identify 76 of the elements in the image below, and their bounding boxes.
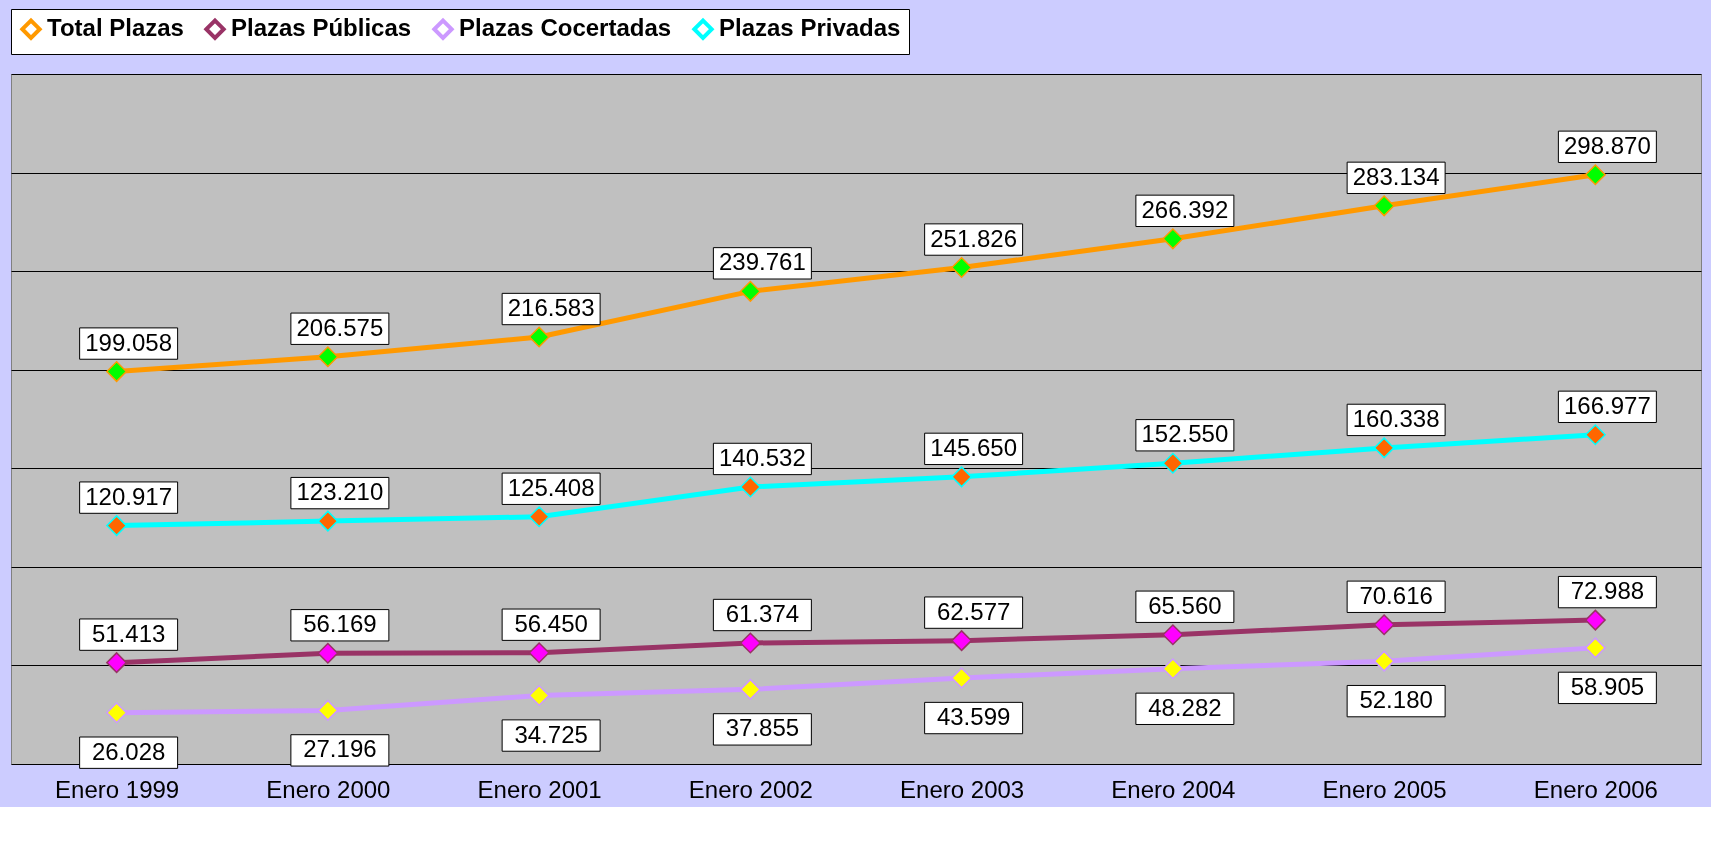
- point: [106, 361, 128, 383]
- data-label: 37.855: [725, 714, 800, 742]
- legend-label: Plazas Cocertadas: [459, 14, 672, 42]
- data-label: 27.196: [303, 735, 377, 763]
- point: [951, 466, 973, 488]
- point: [1162, 658, 1184, 680]
- legend-label: Plazas Públicas: [231, 14, 412, 42]
- point: [739, 476, 761, 498]
- data-label: 251.826: [930, 224, 1018, 252]
- data-label: 166.977: [1563, 391, 1651, 419]
- data-label: 65.560: [1148, 591, 1222, 619]
- data-label: 123.210: [296, 478, 384, 506]
- data-label: 26.028: [91, 737, 166, 765]
- point: [528, 326, 550, 348]
- point: [1584, 424, 1606, 446]
- x-tick-label: Enero 2004: [1111, 775, 1236, 803]
- data-label: 145.650: [930, 433, 1018, 461]
- point: [739, 632, 761, 654]
- data-label: 48.282: [1148, 693, 1222, 721]
- data-label: 61.374: [725, 600, 800, 628]
- point: [528, 685, 550, 707]
- point: [1373, 650, 1395, 672]
- data-label: 120.917: [85, 482, 173, 510]
- point: [106, 702, 128, 724]
- x-tick-label: Enero 2005: [1322, 775, 1447, 803]
- point: [1584, 609, 1606, 631]
- legend-label: Plazas Privadas: [719, 14, 901, 42]
- data-label: 283.134: [1352, 162, 1440, 190]
- data-label: 52.180: [1359, 686, 1433, 714]
- data-label: 56.169: [303, 610, 377, 638]
- point: [1373, 614, 1395, 636]
- x-tick-label: Enero 2000: [266, 775, 391, 803]
- data-label: 51.413: [91, 619, 166, 647]
- point: [951, 630, 973, 652]
- data-label: 266.392: [1141, 195, 1229, 223]
- x-tick-label: Enero 1999: [55, 775, 180, 803]
- point: [317, 346, 339, 368]
- point: [739, 280, 761, 302]
- point: [317, 510, 339, 532]
- data-label: 199.058: [85, 328, 173, 356]
- data-label: 43.599: [936, 703, 1011, 731]
- data-label: 140.532: [718, 443, 806, 471]
- data-label: 70.616: [1359, 581, 1433, 609]
- x-tick-label: Enero 2002: [688, 775, 813, 803]
- data-label: 56.450: [514, 609, 588, 637]
- x-tick-label: Enero 2006: [1533, 775, 1658, 803]
- point: [1584, 164, 1606, 186]
- point: [739, 678, 761, 700]
- point: [1373, 437, 1395, 459]
- data-label: 216.583: [507, 294, 595, 322]
- data-label: 206.575: [296, 313, 384, 341]
- point: [1162, 624, 1184, 646]
- data-label: 298.870: [1563, 131, 1651, 159]
- point: [106, 515, 128, 537]
- data-label: 34.725: [514, 720, 588, 748]
- x-tick-label: Enero 2001: [477, 775, 602, 803]
- point: [317, 699, 339, 721]
- point: [1373, 195, 1395, 217]
- point: [1162, 452, 1184, 474]
- point: [317, 642, 339, 664]
- data-label: 72.988: [1570, 577, 1645, 605]
- point: [106, 652, 128, 674]
- legend-label: Total Plazas: [47, 14, 184, 42]
- data-label: 160.338: [1352, 404, 1440, 432]
- data-label: 125.408: [507, 473, 595, 501]
- point: [951, 257, 973, 279]
- point: [528, 506, 550, 528]
- point: [528, 642, 550, 664]
- data-label: 239.761: [718, 248, 806, 276]
- data-label: 152.550: [1141, 420, 1229, 448]
- data-label: 62.577: [936, 597, 1011, 625]
- point: [951, 667, 973, 689]
- point: [1162, 228, 1184, 250]
- point: [1584, 637, 1606, 659]
- x-tick-label: Enero 2003: [900, 775, 1025, 803]
- data-label: 58.905: [1570, 672, 1645, 700]
